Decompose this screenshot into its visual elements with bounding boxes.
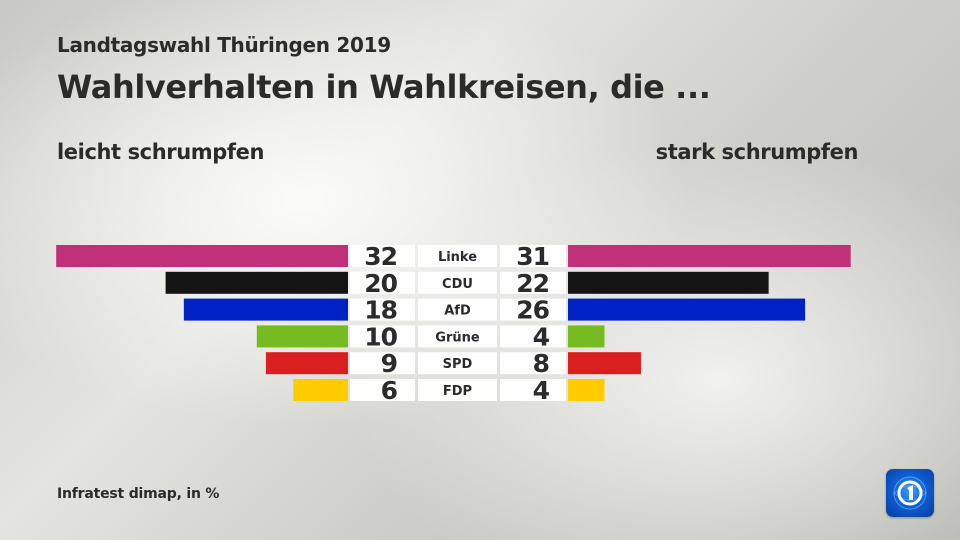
value-label-right: 22 [516,269,549,298]
left-value-box [350,298,415,321]
right-value-box [500,271,566,294]
value-label-right: 4 [533,322,550,351]
right-value-box [500,379,566,401]
left-value-box [350,245,415,267]
series-label-right: stark schrumpfen [655,140,859,164]
right-value-box [500,352,566,375]
bar-right-spd [568,352,641,375]
bar-right-grüne [568,325,605,348]
value-label-left: 32 [364,242,397,271]
bar-right-cdu [568,271,769,294]
left-value-box [350,271,415,294]
chart-subtitle: Landtagswahl Thüringen 2019 [57,33,391,57]
chart-title: Wahlverhalten in Wahlkreisen, die ... [57,68,711,106]
value-label-right: 8 [533,349,549,378]
category-label-box [418,379,497,401]
bar-left-afd [183,298,348,321]
source-note: Infratest dimap, in % [57,486,220,502]
series-label-left: leicht schrumpfen [57,140,265,164]
bar-left-grüne [256,325,348,348]
bar-left-fdp [293,379,348,401]
value-label-left: 18 [364,296,397,325]
category-label-box [418,298,497,321]
value-label-left: 10 [364,322,397,351]
bar-left-linke [56,245,348,267]
left-value-box [350,325,415,348]
left-value-box [350,352,415,375]
right-value-box [500,298,566,321]
globe-icon [893,476,927,510]
category-label-box [418,352,497,375]
bar-right-linke [568,245,851,267]
value-label-right: 4 [533,376,550,405]
category-label-box [418,245,497,267]
right-value-box [500,245,566,267]
ard-logo-icon [886,469,934,517]
category-label: Grüne [435,330,480,345]
category-label-box [418,325,497,348]
right-value-box [500,325,566,348]
value-label-right: 31 [516,242,549,271]
category-label: Linke [438,250,477,265]
bar-right-afd [568,298,806,321]
value-label-left: 6 [381,376,398,405]
value-label-left: 9 [381,349,397,378]
category-label: FDP [443,384,472,399]
category-label: AfD [444,304,471,319]
category-label: SPD [443,357,473,372]
category-label: CDU [442,277,473,292]
value-label-right: 26 [516,296,549,325]
bar-left-spd [265,352,348,375]
bar-right-fdp [568,379,605,401]
left-value-box [350,379,415,401]
category-label-box [418,271,497,294]
value-label-left: 20 [364,269,397,298]
bar-left-cdu [165,271,348,294]
